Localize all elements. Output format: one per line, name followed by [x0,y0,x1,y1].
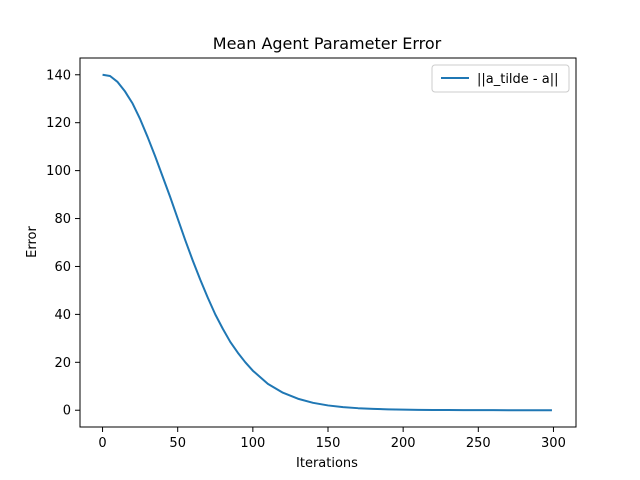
y-tick-label: 40 [54,308,71,323]
y-tick-label: 60 [54,260,71,275]
x-axis-label: Iterations [296,456,358,471]
x-tick-label: 50 [169,436,186,451]
series-line [102,73,552,412]
legend-box [431,64,570,93]
y-tick-label: 120 [46,116,71,131]
y-axis: 0 20 40 60 80 100 120 140 [46,68,80,419]
x-tick-label: 100 [240,436,265,451]
y-tick-label: 0 [63,404,71,419]
x-tick-label: 250 [466,436,491,451]
x-tick-label: 150 [316,436,341,451]
x-tick-label: 200 [391,436,416,451]
x-tick-label: 300 [541,436,566,451]
y-axis-label: Error [25,226,40,258]
y-tick-label: 80 [54,212,71,227]
y-tick-label: 20 [54,356,71,371]
y-tick-label: 140 [46,68,71,83]
x-tick-label: 0 [98,436,106,451]
series-layer [102,73,552,412]
x-axis: 0 50 100 150 200 250 300 [98,427,566,451]
legend-entry: ||a_tilde - a|| [477,72,558,87]
plot-area [79,57,577,428]
legend: ||a_tilde - a|| [431,64,570,93]
y-tick-label: 100 [46,164,71,179]
chart-title: Mean Agent Parameter Error [213,34,442,53]
